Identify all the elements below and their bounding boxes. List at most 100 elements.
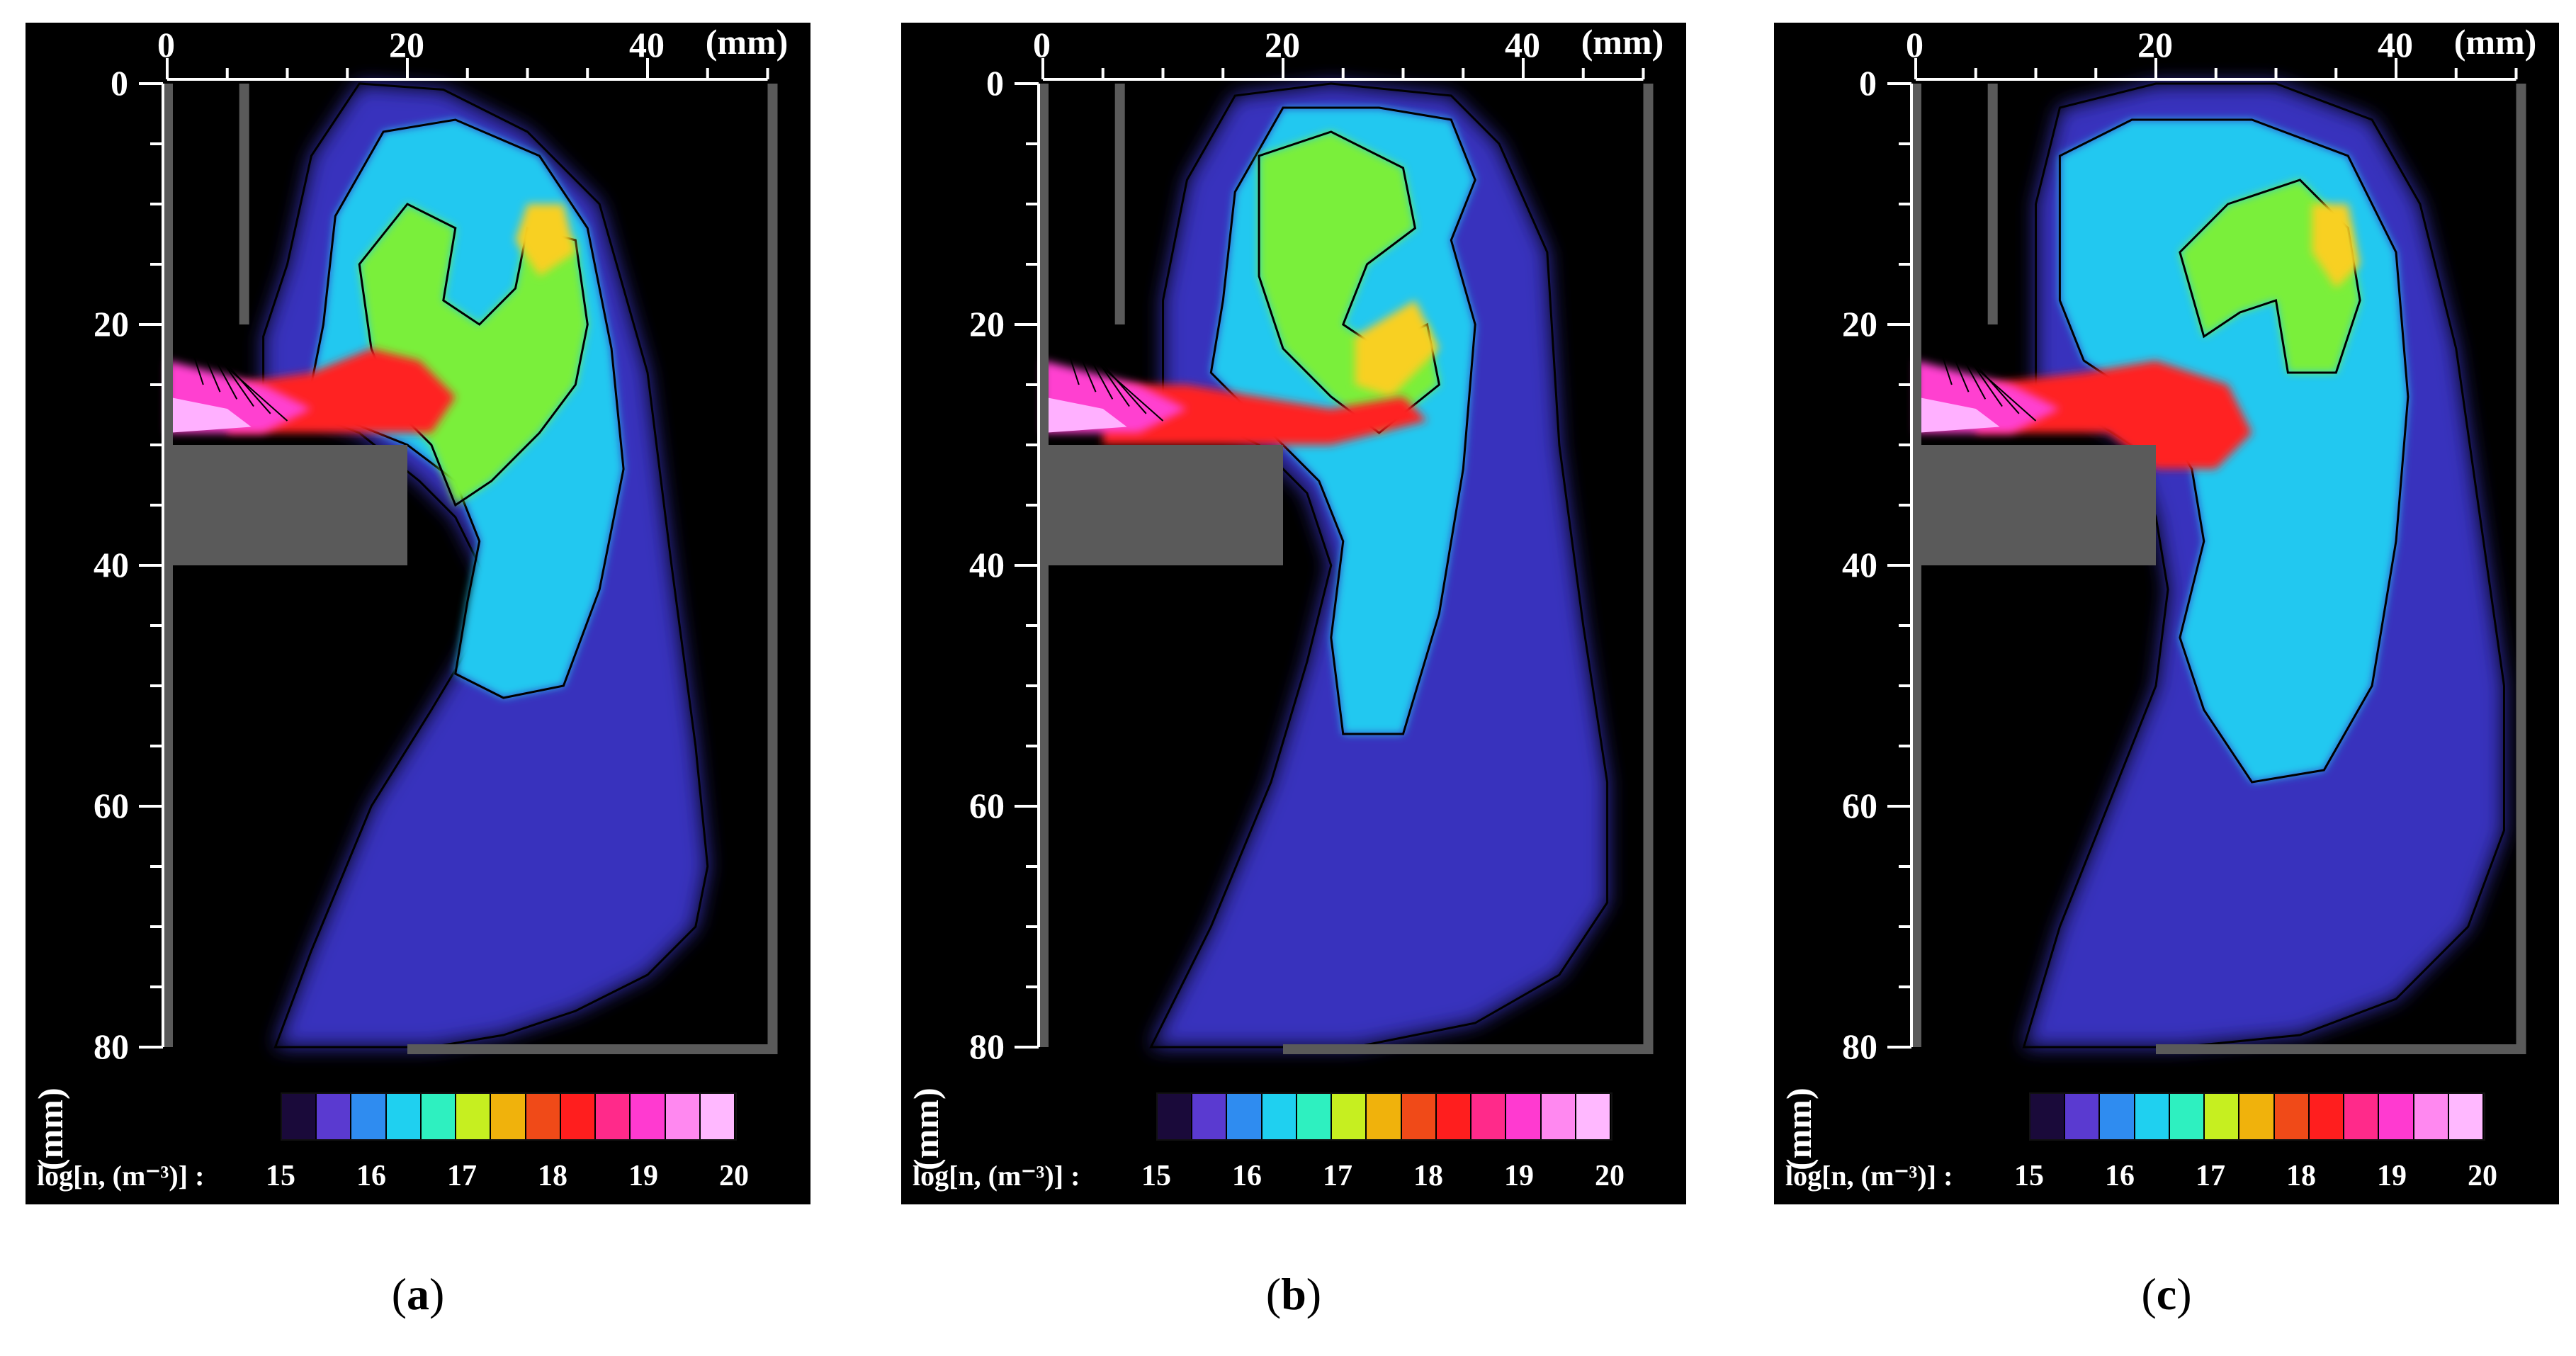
colorbar-tick-label: 18 [2286, 1160, 2316, 1192]
colorbar-segment [1332, 1094, 1367, 1139]
jet-contour-line [1941, 319, 1987, 400]
colorbar-tick-label: 20 [1595, 1160, 1625, 1192]
panel-caption-letter: c [2156, 1269, 2177, 1319]
right-wall [2516, 84, 2526, 1053]
colorbar-segment [1506, 1094, 1542, 1139]
colorbar-segment [2065, 1094, 2101, 1139]
panel-c: 0 20 40 (mm) 0 20 40 60 80 (mm) log[n, (m⁻³)] :15 1… [1774, 23, 2559, 1204]
jet-contour-line [225, 366, 288, 422]
panel-a: 0 20 40 (mm) 0 20 40 60 80 (mm) log[n, (m⁻³)] :15 1… [26, 23, 810, 1204]
jet-contour-line [193, 319, 238, 400]
colorbar-segment [421, 1094, 457, 1139]
plume-peak-density [2312, 204, 2361, 288]
panel-caption-a: (a) [391, 1269, 445, 1319]
colorbar-segment [2169, 1094, 2205, 1139]
x-unit-label: (mm) [705, 22, 789, 62]
contour-mid [1209, 106, 1476, 735]
x-tick-label: 20 [2137, 25, 2173, 64]
x-tick-label: 0 [157, 25, 175, 64]
jet-contour-line [1058, 303, 1097, 392]
y-tick-label: 20 [969, 304, 1005, 344]
jet-red-region [1102, 385, 1428, 445]
x-tick-label: 0 [1033, 25, 1051, 64]
y-tick-label: 80 [94, 1027, 129, 1066]
colorbar-segment [2344, 1094, 2380, 1139]
jet-contour-line [1101, 366, 1164, 422]
y-tick-label: 80 [969, 1027, 1005, 1066]
contour-outer [262, 82, 709, 1049]
y-tick-label: 40 [94, 545, 129, 584]
y-tick-label: 60 [94, 786, 129, 825]
jet-core-region [1916, 397, 2000, 433]
colorbar-segment [1158, 1094, 1193, 1139]
bottom-wall [1283, 1044, 1654, 1054]
colorbar-segment [526, 1094, 561, 1139]
bottom-wall [407, 1044, 778, 1054]
x-tick-label: 0 [1906, 25, 1923, 64]
colorbar-segment [560, 1094, 597, 1139]
colorbar-segment [282, 1094, 317, 1139]
colorbar-segment [491, 1094, 526, 1139]
colorbar [1156, 1092, 1612, 1141]
colorbar-segment [700, 1094, 736, 1139]
colorbar-labels: log[n, (m⁻³)] : 15 16 17 18 19 20 [913, 1159, 1678, 1194]
colorbar-title: log[n, (m⁻³)] : [1785, 1160, 1953, 1192]
y-unit-label: (mm) [30, 1087, 70, 1170]
colorbar-tick-label: 17 [447, 1160, 477, 1192]
nozzle-wall [1114, 84, 1125, 324]
colorbar-labels: log[n, (m⁻³)] : 15 16 17 18 19 20 [1785, 1159, 2550, 1194]
colorbar-tick-label: 19 [628, 1160, 658, 1192]
colorbar-segment [596, 1094, 631, 1139]
colorbar-tick-label: 15 [266, 1160, 295, 1192]
jet-contour-line [182, 303, 221, 392]
colorbar-tick-label: 20 [719, 1160, 749, 1192]
contour-high [358, 203, 589, 507]
colorbar-tick-label: 15 [1141, 1160, 1171, 1192]
colorbar-segment [1297, 1094, 1333, 1139]
density-field-c [1887, 58, 2526, 1054]
y-unit-label: (mm) [906, 1087, 946, 1170]
colorbar-tick-label: 16 [356, 1160, 386, 1192]
contour-outer [2022, 82, 2505, 1049]
colorbar-segment [1471, 1094, 1507, 1139]
jet-contour-line [203, 334, 254, 407]
colorbar-segment [1192, 1094, 1228, 1139]
colorbar-tick-label: 18 [1413, 1160, 1443, 1192]
density-field-a [139, 58, 778, 1054]
right-wall [767, 84, 778, 1053]
contour-high [2179, 179, 2361, 374]
panel-caption-letter: b [1281, 1269, 1306, 1319]
y-tick-label: 0 [1859, 63, 1877, 103]
jet-contour-line [1919, 288, 1953, 385]
colorbar-segment [317, 1094, 352, 1139]
x-unit-label: (mm) [2453, 22, 2537, 62]
density-field-b [1015, 58, 1654, 1054]
y-unit-label: (mm) [1779, 1087, 1819, 1170]
colorbar-tick-label: 20 [2468, 1160, 2497, 1192]
colorbar-segment [1227, 1094, 1262, 1139]
colorbar-tick-label: 16 [2105, 1160, 2135, 1192]
colorbar-segment [1576, 1094, 1612, 1139]
x-tick-label: 40 [629, 25, 665, 64]
colorbar-tick-label: 19 [2377, 1160, 2407, 1192]
colorbar-segment [1436, 1094, 1472, 1139]
colorbar-segment [1401, 1094, 1437, 1139]
jet-contour-line [1068, 319, 1114, 400]
x-tick-label: 40 [1505, 25, 1540, 64]
jet-contour-line [1931, 303, 1970, 392]
colorbar [2029, 1092, 2485, 1141]
colorbar-segment [2309, 1094, 2345, 1139]
colorbar-segment [2448, 1094, 2485, 1139]
y-tick-label: 40 [969, 545, 1005, 584]
panel-caption-b: (b) [1265, 1269, 1322, 1319]
y-tick-label: 60 [1842, 786, 1877, 825]
colorbar-segment [2274, 1094, 2310, 1139]
colorbar-segment [351, 1094, 387, 1139]
nozzle-wall [239, 84, 249, 324]
y-tick-label: 0 [111, 63, 128, 103]
colorbar-tick-label: 15 [2014, 1160, 2044, 1192]
panel-caption-letter: a [407, 1269, 429, 1319]
plume-peak-density [1355, 300, 1440, 397]
colorbar-segment [2100, 1094, 2135, 1139]
electrode-block [1043, 445, 1283, 565]
